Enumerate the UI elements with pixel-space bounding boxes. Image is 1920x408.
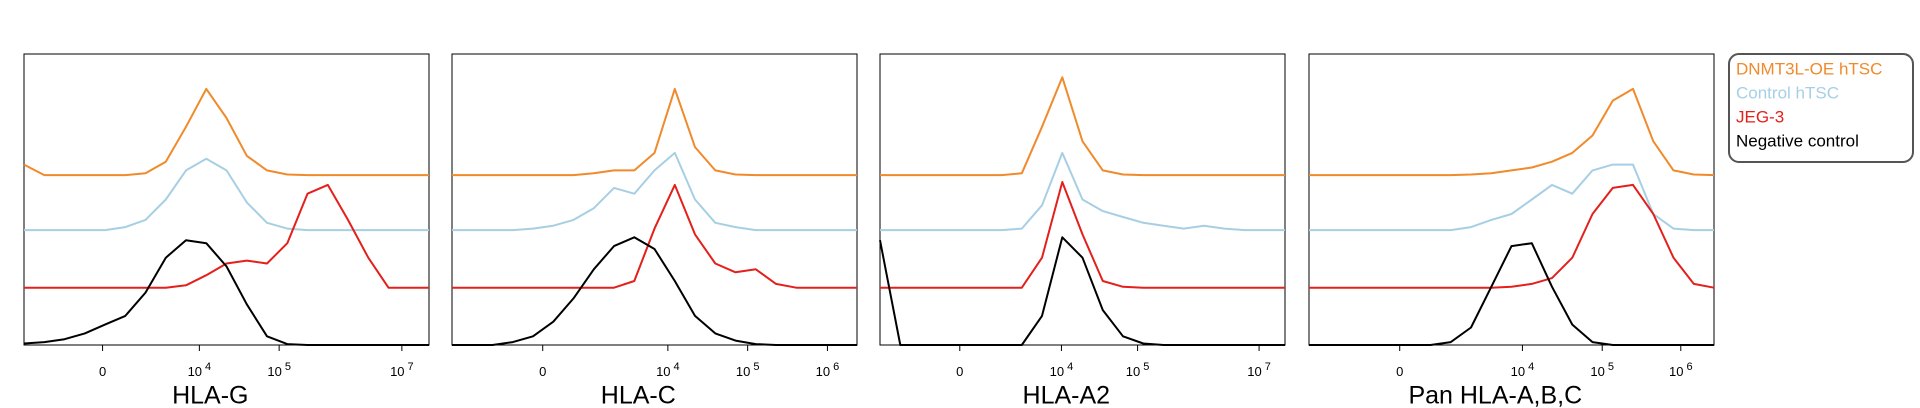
- tick-exponent: 5: [1143, 361, 1149, 373]
- tick-base: 10: [267, 364, 281, 379]
- tick-exponent: 6: [833, 361, 839, 373]
- tick-base: 10: [656, 364, 670, 379]
- tick-exponent: 4: [674, 361, 680, 373]
- tick-exponent: 4: [1067, 361, 1073, 373]
- tick-exponent: 7: [1265, 361, 1271, 373]
- histogram-curve: [1309, 87, 1715, 177]
- histogram-curve: [452, 183, 857, 289]
- histogram-curve: [23, 87, 429, 177]
- x-axis-label: HLA-G: [172, 382, 248, 408]
- histogram-curve: [452, 151, 857, 232]
- histogram-curve: [23, 239, 429, 346]
- legend-entry: JEG-3: [1736, 107, 1784, 126]
- histogram-curve: [452, 236, 857, 346]
- plot-frame: [879, 53, 1286, 346]
- tick-base: 0: [956, 364, 963, 379]
- tick-exponent: 6: [1686, 361, 1692, 373]
- x-tick-label: 10 6: [816, 361, 840, 380]
- tick-exponent: 4: [1528, 361, 1534, 373]
- tick-base: 10: [390, 364, 404, 379]
- tick-exponent: 7: [408, 361, 414, 373]
- tick-exponent: 4: [205, 361, 211, 373]
- histogram-curve: [452, 87, 857, 177]
- tick-base: 10: [1050, 364, 1064, 379]
- tick-base: 10: [188, 364, 202, 379]
- histogram-curve: [880, 181, 1285, 289]
- x-tick-label: 10 5: [1590, 361, 1614, 380]
- x-tick-label: 10 4: [1511, 361, 1535, 380]
- tick-base: 10: [736, 364, 750, 379]
- x-axis-label: HLA-C: [601, 382, 676, 408]
- histogram-curve: [24, 157, 429, 232]
- tick-base: 10: [1590, 364, 1604, 379]
- x-tick-label: 10 4: [1050, 361, 1074, 380]
- legend-box: [1728, 53, 1914, 163]
- x-tick-label: 10 7: [390, 361, 414, 380]
- tick-base: 10: [1511, 364, 1525, 379]
- plot-frame: [1308, 53, 1715, 346]
- x-tick-label: 10 5: [267, 361, 291, 380]
- tick-base: 10: [1669, 364, 1683, 379]
- tick-exponent: 5: [1608, 361, 1614, 373]
- legend-entry: Control hTSC: [1736, 83, 1839, 102]
- tick-exponent: 5: [285, 361, 291, 373]
- tick-base: 10: [816, 364, 830, 379]
- x-axis-label: HLA-A2: [1023, 382, 1111, 408]
- x-tick-label: 10 4: [656, 361, 680, 380]
- plot-frame: [23, 53, 430, 346]
- x-tick-label: 10 5: [736, 361, 760, 380]
- histogram-curve: [880, 151, 1285, 232]
- x-tick-label: 0: [99, 364, 106, 379]
- tick-base: 0: [539, 364, 546, 379]
- histogram-curve: [879, 236, 1285, 346]
- x-tick-label: 10 5: [1126, 361, 1150, 380]
- x-tick-label: 0: [1396, 364, 1403, 379]
- tick-exponent: 5: [753, 361, 759, 373]
- tick-base: 0: [1396, 364, 1403, 379]
- histogram-curve: [1309, 163, 1714, 232]
- histogram-curve: [880, 76, 1285, 177]
- x-tick-label: 0: [539, 364, 546, 379]
- x-tick-label: 0: [956, 364, 963, 379]
- x-tick-label: 10 4: [188, 361, 212, 380]
- tick-base: 0: [99, 364, 106, 379]
- tick-base: 10: [1126, 364, 1140, 379]
- legend-entry: DNMT3L-OE hTSC: [1736, 59, 1882, 78]
- plot-frame: [451, 53, 858, 346]
- histogram-curve: [1309, 242, 1714, 346]
- x-tick-label: 10 7: [1247, 361, 1271, 380]
- x-axis-label: Pan HLA-A,B,C: [1408, 382, 1582, 408]
- tick-base: 10: [1247, 364, 1261, 379]
- legend-entry: Negative control: [1736, 131, 1859, 150]
- histogram-curve: [1309, 183, 1715, 289]
- x-tick-label: 10 6: [1669, 361, 1693, 380]
- histogram-curve: [24, 183, 429, 289]
